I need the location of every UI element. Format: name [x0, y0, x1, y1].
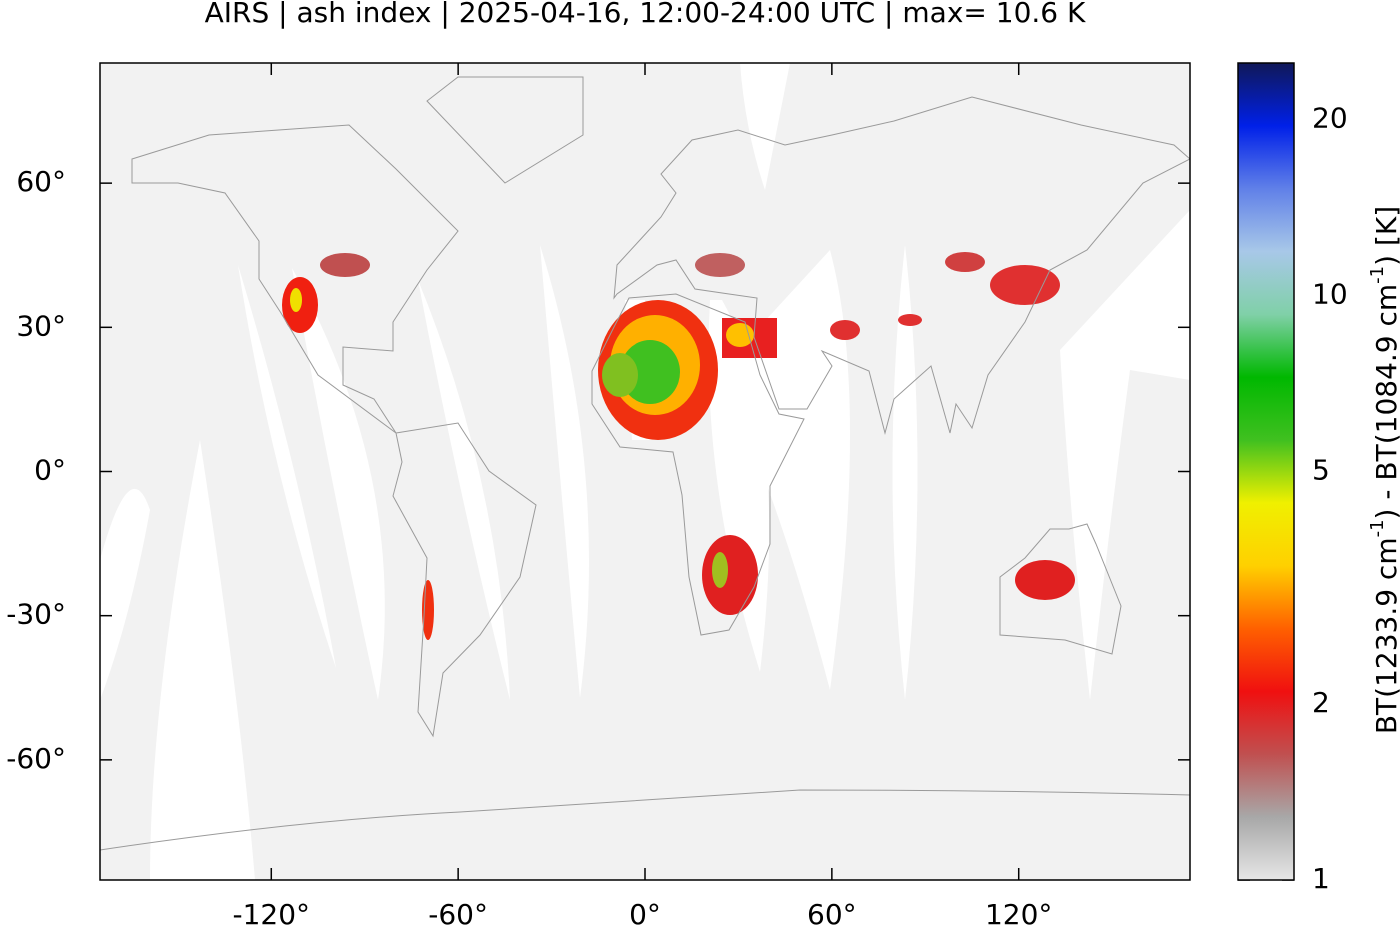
y-tick-label: 30°: [16, 309, 66, 342]
label-superscript: -1: [1367, 519, 1388, 537]
x-tick-label: 0°: [629, 898, 661, 930]
colorbar-tick-label: 20: [1312, 102, 1348, 135]
x-tick-label: 120°: [985, 898, 1052, 930]
y-tick-label: 0°: [34, 454, 66, 487]
ash-patches: [282, 252, 1075, 640]
colorbar-tick-label: 2: [1312, 686, 1330, 719]
label-superscript: -1: [1367, 266, 1388, 284]
label-part: ) - BT(1084.9 cm: [1370, 284, 1400, 520]
axes: -120° -60° 0° 60° 120° 60° 30° 0° -30° -60° 1 2 5 10 2…: [6, 63, 1348, 930]
x-tick-label: 60°: [807, 898, 857, 930]
label-part: BT(1233.9 cm: [1370, 537, 1400, 734]
x-tick-label: -120°: [233, 898, 311, 930]
colorbar-label: BT(1233.9 cm-1) - BT(1084.9 cm-1) [K]: [1367, 206, 1400, 734]
y-tick-label: -30°: [6, 598, 66, 631]
coastlines: [100, 76, 1190, 851]
coverage: [100, 63, 1190, 880]
colorbar: [1237, 62, 1295, 881]
colorbar-tick-label: 10: [1312, 278, 1348, 311]
label-part: ) [K]: [1370, 206, 1400, 266]
map-area: [100, 63, 1190, 880]
y-tick-label: 60°: [16, 165, 66, 198]
y-tick-label: -60°: [6, 742, 66, 775]
title: AIRS | ash index | 2025-04-16, 12:00-24:…: [205, 0, 1086, 29]
colorbar-tick-label: 5: [1312, 454, 1330, 487]
colorbar-tick-label: 1: [1312, 862, 1330, 895]
x-tick-label: -60°: [428, 898, 488, 930]
